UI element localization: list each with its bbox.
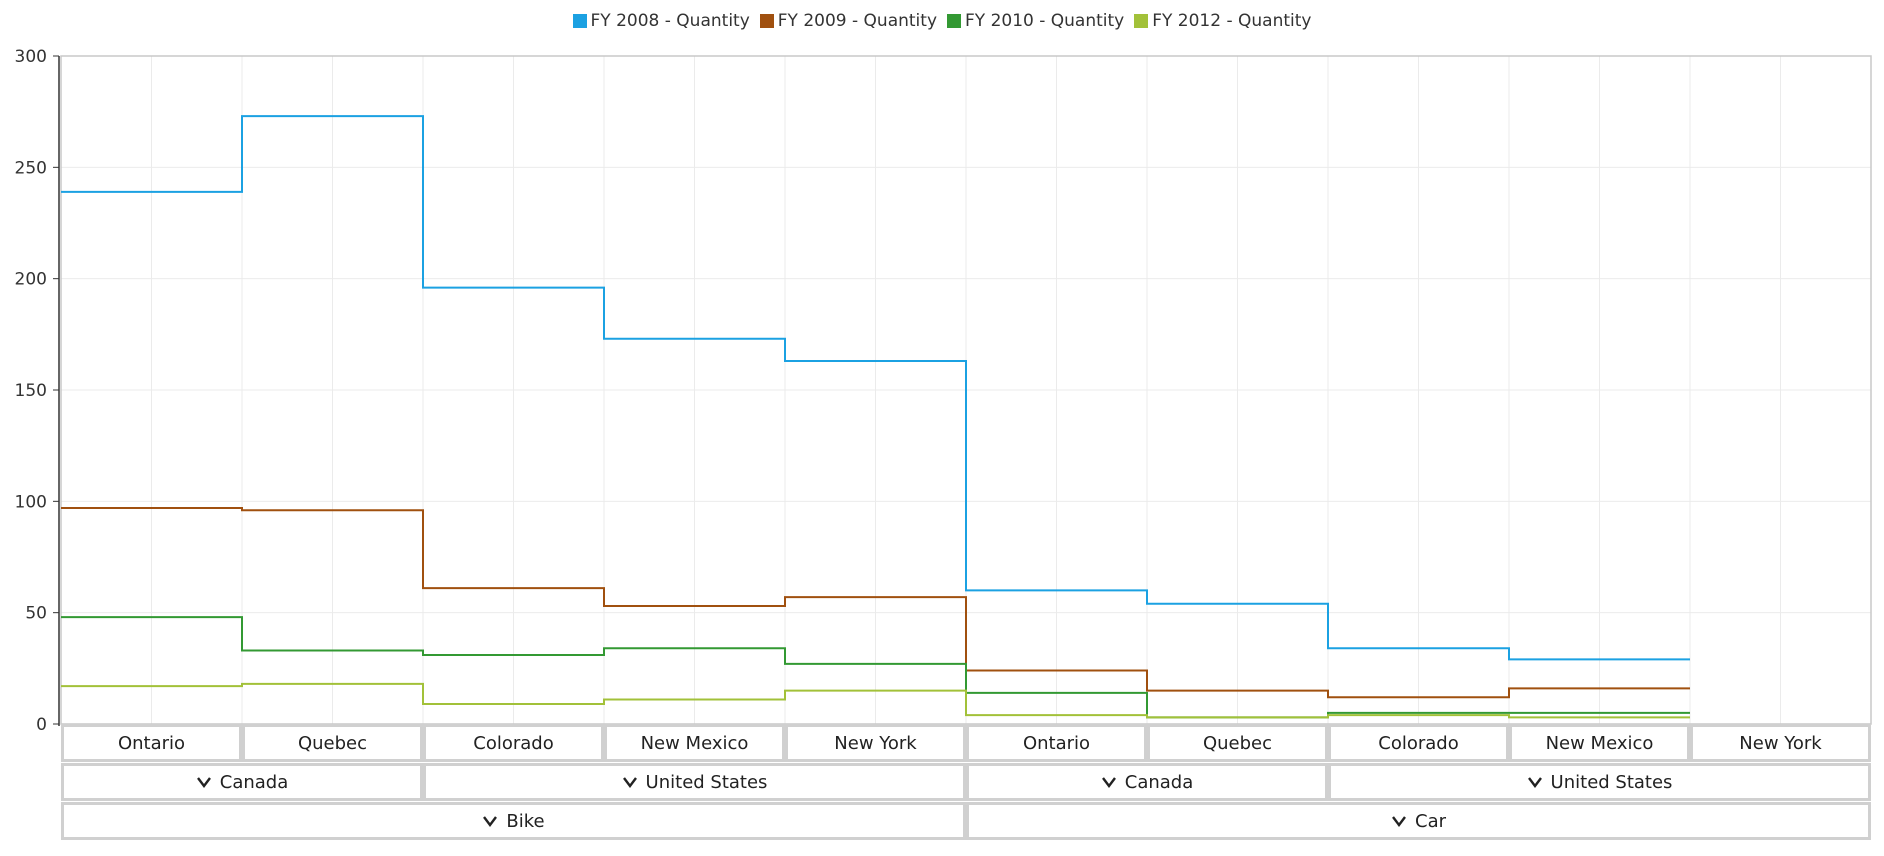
legend-item[interactable]: FY 2012 - Quantity — [1134, 11, 1311, 31]
y-tick-label: 50 — [25, 604, 47, 624]
top-group-header-label: Car — [1415, 810, 1446, 832]
x-tick-label-label: Colorado — [473, 732, 554, 754]
series-line-3 — [61, 682, 1690, 719]
chevron-down-icon — [1101, 777, 1116, 788]
x-tick-label-label: Quebec — [1202, 732, 1273, 754]
y-tick-label: 300 — [15, 47, 47, 67]
legend-label: FY 2010 - Quantity — [965, 11, 1125, 31]
x-tick-label-label: New Mexico — [1545, 732, 1654, 754]
x-tick-label-label: Quebec — [297, 732, 368, 754]
legend-swatch — [572, 14, 587, 28]
group-header-label: Canada — [1124, 771, 1194, 793]
y-tick-label: 250 — [15, 158, 47, 178]
chevron-down-icon — [196, 777, 211, 788]
top-group-header[interactable]: Bike — [61, 802, 966, 840]
x-tick-label-label: Colorado — [1378, 732, 1459, 754]
x-tick-label-label: New Mexico — [640, 732, 749, 754]
group-header-label: United States — [645, 771, 768, 793]
x-tick-label[interactable]: Quebec — [242, 724, 423, 762]
x-tick-label[interactable]: New York — [1690, 724, 1871, 762]
x-tick-label[interactable]: New York — [785, 724, 966, 762]
chevron-down-icon — [1527, 777, 1542, 788]
group-header-label: United States — [1550, 771, 1673, 793]
x-tick-label[interactable]: Colorado — [1328, 724, 1509, 762]
legend-swatch — [759, 14, 774, 28]
group-header[interactable]: United States — [423, 763, 966, 801]
top-group-header-label: Bike — [506, 810, 545, 832]
x-tick-label[interactable]: New Mexico — [604, 724, 785, 762]
x-tick-label[interactable]: Ontario — [966, 724, 1147, 762]
legend-item[interactable]: FY 2010 - Quantity — [947, 11, 1124, 31]
x-tick-label[interactable]: Colorado — [423, 724, 604, 762]
y-tick-label: 100 — [15, 492, 47, 512]
y-tick-label: 150 — [15, 381, 47, 401]
top-group-header[interactable]: Car — [966, 802, 1871, 840]
y-tick-label: 0 — [36, 715, 47, 730]
chevron-down-icon — [1392, 816, 1406, 827]
chart-legend: FY 2008 - Quantity FY 2009 - Quantity FY 2… — [0, 8, 1884, 34]
x-tick-label-label: New York — [834, 732, 917, 754]
chevron-down-icon — [483, 816, 498, 827]
step-line-chart: 0 50 100 150 200 250 300 — [15, 47, 1872, 730]
legend-label: FY 2008 - Quantity — [590, 11, 750, 31]
legend-swatch — [947, 14, 961, 28]
x-tick-label[interactable]: Ontario — [61, 724, 242, 762]
x-tick-label[interactable]: Quebec — [1147, 724, 1328, 762]
x-tick-label-label: Ontario — [117, 732, 186, 754]
x-tick-label[interactable]: New Mexico — [1509, 724, 1690, 762]
x-tick-label-label: Ontario — [1022, 732, 1091, 754]
chevron-down-icon — [622, 777, 637, 788]
legend-item[interactable]: FY 2008 - Quantity — [572, 11, 750, 31]
y-tick-label: 200 — [15, 270, 47, 290]
group-header-label: Canada — [219, 771, 289, 793]
group-header[interactable]: United States — [1328, 763, 1871, 801]
legend-label: FY 2009 - Quantity — [777, 11, 937, 31]
series-line-1 — [61, 507, 1690, 699]
legend-item[interactable]: FY 2009 - Quantity — [759, 11, 937, 31]
legend-swatch — [1134, 14, 1149, 28]
group-header[interactable]: Canada — [61, 763, 423, 801]
legend-label: FY 2012 - Quantity — [1152, 11, 1312, 31]
series-line-0 — [61, 115, 1690, 661]
group-header[interactable]: Canada — [966, 763, 1328, 801]
x-tick-label-label: New York — [1739, 732, 1822, 754]
